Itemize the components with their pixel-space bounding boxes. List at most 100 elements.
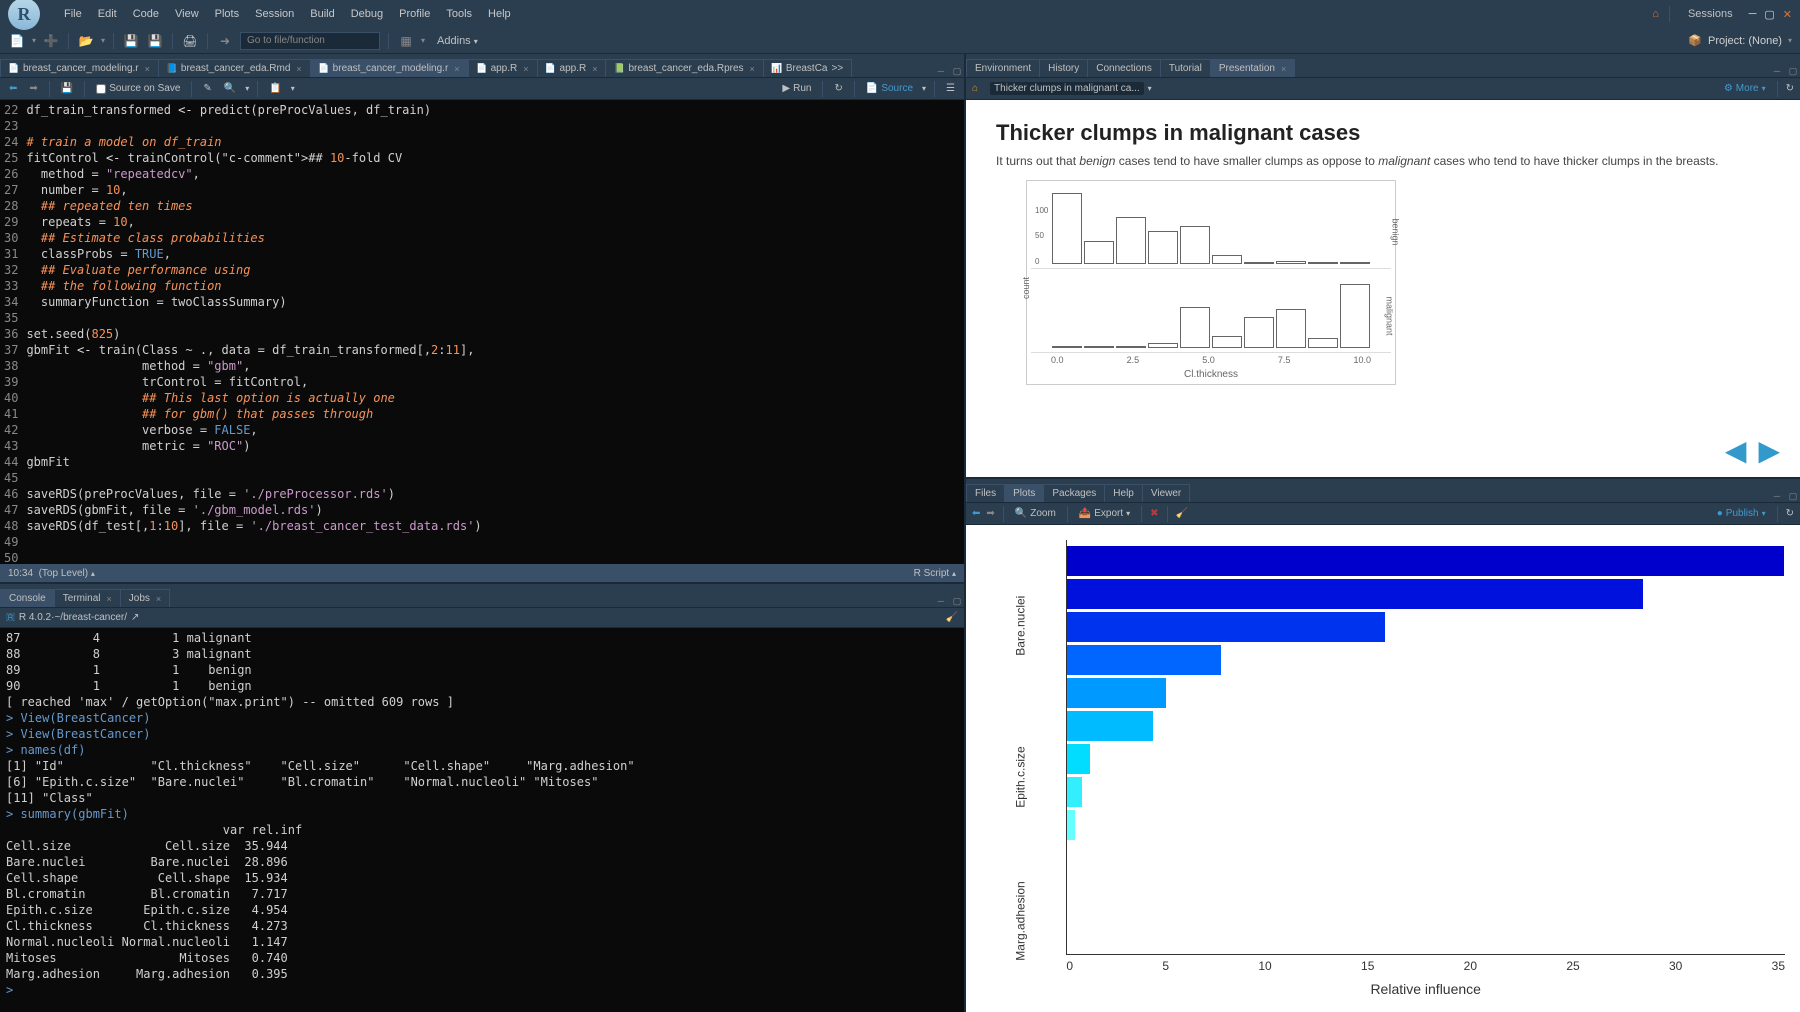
report-icon[interactable]: 📋	[266, 82, 284, 95]
editor-tab[interactable]: 📊BreastCa>>	[763, 59, 852, 77]
find-icon[interactable]: 🔍	[221, 82, 239, 95]
menu-code[interactable]: Code	[125, 4, 167, 24]
plot-tab-help[interactable]: Help	[1104, 484, 1143, 502]
source-on-save-checkbox[interactable]: Source on Save	[93, 82, 183, 95]
editor-tab[interactable]: 📄app.R×	[468, 59, 538, 77]
plot-ylabel: Marg.adhesion	[975, 881, 1067, 960]
pane-maximize-icon[interactable]: ▢	[1786, 65, 1800, 77]
menu-session[interactable]: Session	[247, 4, 302, 24]
save-icon[interactable]: 💾	[122, 32, 140, 50]
wand-icon[interactable]: ✎	[200, 82, 214, 95]
env-tab-presentation[interactable]: Presentation×	[1210, 59, 1295, 77]
menu-tools[interactable]: Tools	[438, 4, 480, 24]
env-tab-history[interactable]: History	[1039, 59, 1088, 77]
pane-maximize-icon[interactable]: ▢	[1786, 490, 1800, 502]
close-icon[interactable]: ×	[296, 64, 301, 74]
run-button[interactable]: ▶ Run	[779, 82, 814, 95]
minimize-icon[interactable]: ─	[1749, 8, 1757, 20]
console-output[interactable]: 87 4 1 malignant88 8 3 malignant89 1 1 b…	[0, 628, 964, 1012]
editor-tab[interactable]: 📄breast_cancer_modeling.r×	[0, 59, 159, 77]
pane-maximize-icon[interactable]: ▢	[950, 65, 964, 77]
publish-button[interactable]: ● Publish ▾	[1714, 507, 1769, 520]
console-tab-terminal[interactable]: Terminal×	[54, 589, 121, 607]
plot-tab-viewer[interactable]: Viewer	[1142, 484, 1190, 502]
close-icon[interactable]: ×	[454, 64, 459, 74]
menu-debug[interactable]: Debug	[343, 4, 391, 24]
file-icon: 📊	[772, 64, 782, 74]
console-header: 🇷 R 4.0.2 · ~/breast-cancer/ ↗ 🧹	[0, 608, 964, 628]
env-tab-environment[interactable]: Environment	[966, 59, 1040, 77]
editor-tab[interactable]: 📄breast_cancer_modeling.r×	[310, 59, 469, 77]
rerun-icon[interactable]: ↻	[831, 82, 845, 95]
new-project-icon[interactable]: ➕	[42, 32, 60, 50]
menu-view[interactable]: View	[167, 4, 207, 24]
pane-maximize-icon[interactable]: ▢	[950, 595, 964, 607]
close-icon[interactable]: ×	[523, 64, 528, 74]
forward-icon[interactable]: ➡	[26, 82, 40, 95]
clear-plots-icon[interactable]: 🧹	[1176, 508, 1188, 519]
next-slide-button[interactable]: ▶	[1758, 434, 1780, 467]
close-icon[interactable]: ×	[750, 64, 755, 74]
source-button[interactable]: 📄 Source	[863, 82, 916, 95]
back-icon[interactable]: ⬅	[6, 82, 20, 95]
plot-tab-plots[interactable]: Plots	[1004, 484, 1044, 502]
plot-prev-icon[interactable]: ⬅	[972, 508, 980, 519]
env-tab-tutorial[interactable]: Tutorial	[1160, 59, 1211, 77]
maximize-icon[interactable]: ▢	[1764, 8, 1774, 21]
prev-slide-button[interactable]: ◀	[1725, 434, 1747, 467]
sessions-button[interactable]: Sessions	[1680, 6, 1741, 22]
menu-profile[interactable]: Profile	[391, 4, 438, 24]
popup-icon[interactable]: ↗	[131, 612, 139, 623]
pane-minimize-icon[interactable]: ─	[934, 595, 948, 607]
clear-console-icon[interactable]: 🧹	[946, 612, 958, 623]
console-tab-jobs[interactable]: Jobs×	[120, 589, 170, 607]
menu-edit[interactable]: Edit	[90, 4, 125, 24]
breadcrumb-item[interactable]: Thicker clumps in malignant ca...	[990, 82, 1144, 95]
save-file-icon[interactable]: 💾	[58, 82, 76, 95]
goto-icon: ➜	[216, 32, 234, 50]
menu-plots[interactable]: Plots	[207, 4, 247, 24]
editor-tab[interactable]: 📄app.R×	[537, 59, 607, 77]
grid-icon[interactable]: ▦	[397, 32, 415, 50]
goto-file-input[interactable]: Go to file/function	[240, 32, 380, 50]
plot-bar	[1067, 777, 1082, 807]
outline-icon[interactable]: ☰	[943, 82, 958, 95]
close-icon[interactable]: ✕	[1783, 8, 1792, 21]
menu-build[interactable]: Build	[302, 4, 342, 24]
refresh-plot-icon[interactable]: ↻	[1786, 508, 1794, 519]
remove-plot-icon[interactable]: ✖	[1150, 508, 1158, 519]
pane-minimize-icon[interactable]: ─	[1770, 490, 1784, 502]
plot-tab-files[interactable]: Files	[966, 484, 1005, 502]
editor-tab[interactable]: 📗breast_cancer_eda.Rpres×	[605, 59, 763, 77]
close-icon[interactable]: ×	[145, 64, 150, 74]
menubar: R FileEditCodeViewPlotsSessionBuildDebug…	[0, 0, 1800, 28]
export-button[interactable]: 📤 Export ▾	[1076, 507, 1133, 520]
editor-tab[interactable]: 📘breast_cancer_eda.Rmd×	[158, 59, 311, 77]
save-all-icon[interactable]: 💾	[146, 32, 164, 50]
new-file-icon[interactable]: 📄	[8, 32, 26, 50]
console-tab-console[interactable]: Console	[0, 589, 55, 607]
code-editor[interactable]: 2223242526272829303132333435363738394041…	[0, 100, 964, 564]
addins-menu[interactable]: Addins ▾	[431, 33, 484, 49]
pane-minimize-icon[interactable]: ─	[934, 65, 948, 77]
plot-bar	[1067, 810, 1075, 840]
more-menu[interactable]: ⚙ More ▾	[1721, 82, 1769, 95]
pane-minimize-icon[interactable]: ─	[1770, 65, 1784, 77]
plot-tab-packages[interactable]: Packages	[1043, 484, 1105, 502]
zoom-button[interactable]: 🔍 Zoom	[1012, 507, 1059, 520]
open-file-icon[interactable]: 📂	[77, 32, 95, 50]
env-tabs: EnvironmentHistoryConnectionsTutorialPre…	[966, 54, 1800, 78]
facet-histogram-chart: count benign050100malignant 0.02.55.07.5…	[1026, 180, 1396, 385]
refresh-icon[interactable]: ↻	[1786, 83, 1794, 94]
plot-next-icon[interactable]: ➡	[986, 508, 994, 519]
chart-xlabel: Cl.thickness	[1031, 369, 1391, 380]
home-icon[interactable]: ⌂	[972, 83, 978, 94]
env-tab-connections[interactable]: Connections	[1087, 59, 1161, 77]
print-icon[interactable]: 🖨	[181, 32, 199, 50]
close-icon[interactable]: ×	[592, 64, 597, 74]
menu-help[interactable]: Help	[480, 4, 519, 24]
menu-file[interactable]: File	[56, 4, 90, 24]
home-icon[interactable]: ⌂	[1652, 8, 1659, 20]
plot-xlabel: Relative influence	[1066, 977, 1785, 997]
project-menu[interactable]: Project: (None)	[1708, 35, 1782, 47]
